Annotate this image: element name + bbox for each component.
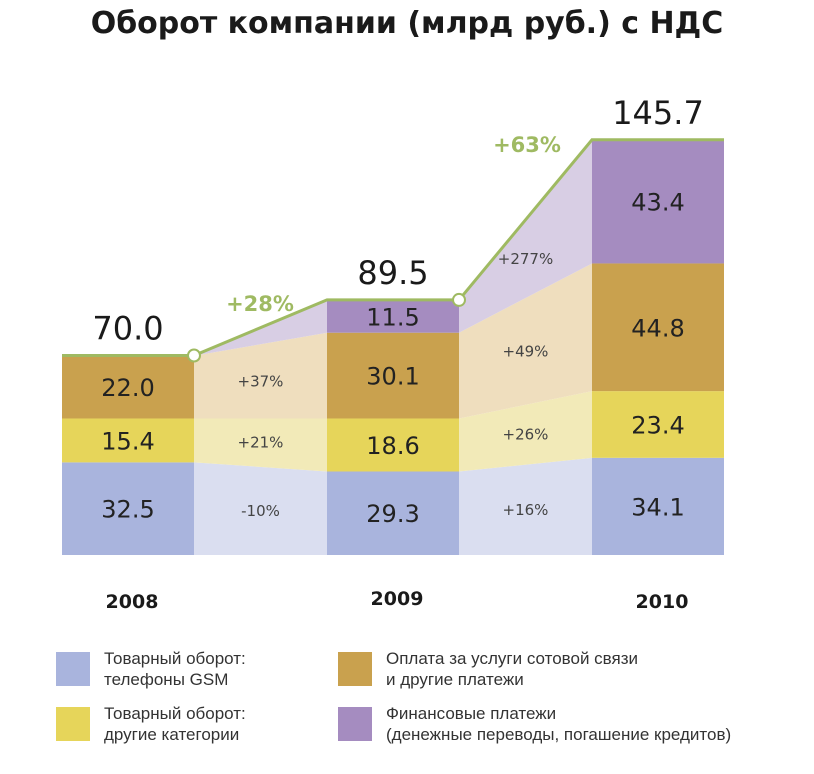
- change-label-gsm-0: -10%: [241, 502, 280, 520]
- legend-swatch-services: [338, 652, 372, 686]
- legend-swatch-gsm: [56, 652, 90, 686]
- legend-label-services-line1: Оплата за услуги сотовой связи: [386, 648, 638, 669]
- change-label-other-1: +26%: [503, 426, 549, 444]
- total-label-2008: 70.0: [92, 310, 163, 348]
- legend-label-finance-line1: Финансовые платежи: [386, 703, 731, 724]
- legend-label-gsm-line1: Товарный оборот:: [104, 648, 246, 669]
- year-label-2010: 2010: [636, 591, 689, 613]
- change-label-services-1: +49%: [503, 342, 549, 360]
- legend-label-other-line1: Товарный оборот:: [104, 703, 246, 724]
- total-label-2010: 145.7: [612, 94, 704, 132]
- label-gsm-2008: 32.5: [101, 496, 154, 524]
- growth-label-1: +63%: [493, 133, 561, 157]
- label-finance-2009: 11.5: [366, 303, 419, 331]
- legend-label-gsm-line2: телефоны GSM: [104, 669, 246, 690]
- label-gsm-2009: 29.3: [366, 500, 419, 528]
- growth-marker-0: [188, 350, 200, 362]
- label-other-2008: 15.4: [101, 427, 154, 455]
- growth-marker-1: [453, 294, 465, 306]
- stacked-bar-chart: 32.5 15.4 22.0 29.3 18.6 30.1 11.5 34.1 23.4 44.8…: [0, 0, 814, 620]
- change-label-finance-1: +277%: [498, 250, 553, 268]
- label-other-2010: 23.4: [631, 411, 684, 439]
- label-gsm-2010: 34.1: [631, 493, 684, 521]
- change-label-gsm-1: +16%: [503, 501, 549, 519]
- change-label-services-0: +37%: [238, 372, 284, 390]
- year-label-2009: 2009: [371, 588, 424, 610]
- legend-label-finance-line2: (денежные переводы, погашение кредитов): [386, 724, 731, 745]
- label-services-2010: 44.8: [631, 314, 684, 342]
- total-label-2009: 89.5: [357, 254, 428, 292]
- label-services-2009: 30.1: [366, 363, 419, 391]
- label-finance-2010: 43.4: [631, 189, 684, 217]
- legend-label-other-line2: другие категории: [104, 724, 246, 745]
- label-other-2009: 18.6: [366, 432, 419, 460]
- legend-label-services-line2: и другие платежи: [386, 669, 638, 690]
- label-services-2008: 22.0: [101, 374, 154, 402]
- legend-swatch-finance: [338, 707, 372, 741]
- legend-swatch-other: [56, 707, 90, 741]
- change-label-other-0: +21%: [238, 434, 284, 452]
- year-label-2008: 2008: [106, 591, 159, 613]
- growth-label-0: +28%: [226, 292, 294, 316]
